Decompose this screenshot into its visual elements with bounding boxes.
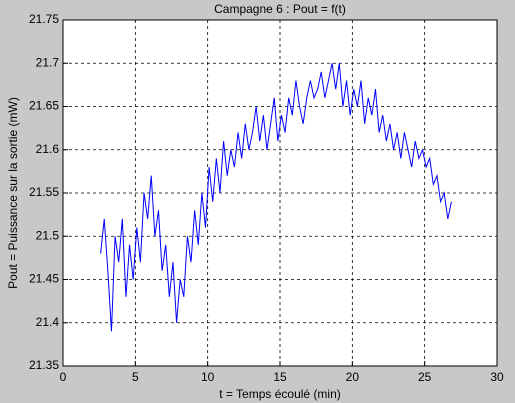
y-tick-label: 21.6 <box>36 142 60 156</box>
x-tick-label: 25 <box>418 370 432 384</box>
x-tick-label: 5 <box>132 370 139 384</box>
y-tick-label: 21.4 <box>36 315 60 329</box>
data-line <box>100 63 452 332</box>
y-tick-label: 21.45 <box>29 272 59 286</box>
y-axis-label: Pout = Puissance sur la sortie (mW) <box>6 97 20 289</box>
x-tick-label: 20 <box>346 370 360 384</box>
y-tick-label: 21.75 <box>29 12 59 26</box>
y-tick-label: 21.7 <box>36 55 60 69</box>
x-axis-label: t = Temps écoulé (min) <box>219 387 341 401</box>
chart-title: Campagne 6 : Pout = f(t) <box>214 2 346 16</box>
y-tick-label: 21.55 <box>29 185 59 199</box>
axes-frame <box>62 19 498 367</box>
y-tick-label: 21.5 <box>36 228 60 242</box>
x-tick-label: 10 <box>201 370 215 384</box>
y-tick-label: 21.65 <box>29 99 59 113</box>
x-tick-label: 30 <box>490 370 504 384</box>
y-tick-label: 21.35 <box>29 358 59 372</box>
x-tick-label: 15 <box>273 370 287 384</box>
x-tick-label: 0 <box>60 370 67 384</box>
